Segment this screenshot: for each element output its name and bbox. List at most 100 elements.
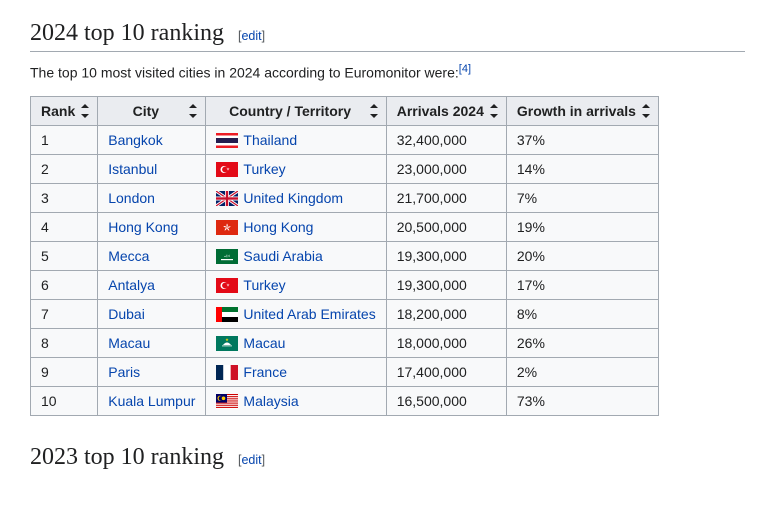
sort-icon bbox=[81, 104, 91, 118]
cell-arrivals: 17,400,000 bbox=[386, 357, 506, 386]
city-link[interactable]: Kuala Lumpur bbox=[108, 393, 195, 409]
cell-city: Mecca bbox=[98, 241, 206, 270]
cell-city: Macau bbox=[98, 328, 206, 357]
heading-title: 2024 top 10 ranking bbox=[30, 20, 224, 46]
cell-city: Kuala Lumpur bbox=[98, 386, 206, 415]
country-link[interactable]: Macau bbox=[243, 335, 285, 351]
city-link[interactable]: Istanbul bbox=[108, 161, 157, 177]
cell-city: Istanbul bbox=[98, 154, 206, 183]
cell-growth: 8% bbox=[506, 299, 658, 328]
flag-icon bbox=[216, 133, 238, 148]
city-link[interactable]: Dubai bbox=[108, 306, 145, 322]
cell-city: London bbox=[98, 183, 206, 212]
cell-rank: 1 bbox=[31, 125, 98, 154]
intro-paragraph: The top 10 most visited cities in 2024 a… bbox=[30, 60, 745, 84]
reference-link[interactable]: [4] bbox=[459, 63, 471, 75]
cell-arrivals: 18,200,000 bbox=[386, 299, 506, 328]
sort-icon bbox=[642, 104, 652, 118]
city-link[interactable]: Antalya bbox=[108, 277, 155, 293]
cell-growth: 7% bbox=[506, 183, 658, 212]
cell-arrivals: 19,300,000 bbox=[386, 241, 506, 270]
flag-icon bbox=[216, 278, 238, 293]
cell-arrivals: 23,000,000 bbox=[386, 154, 506, 183]
intro-text: The top 10 most visited cities in 2024 a… bbox=[30, 65, 459, 81]
table-header-row: Rank City Country / Territory Arrivals 2… bbox=[31, 96, 659, 125]
cell-growth: 73% bbox=[506, 386, 658, 415]
cell-arrivals: 20,500,000 bbox=[386, 212, 506, 241]
city-link[interactable]: Bangkok bbox=[108, 132, 162, 148]
ranking-table: Rank City Country / Territory Arrivals 2… bbox=[30, 96, 659, 416]
sort-icon bbox=[490, 104, 500, 118]
cell-country: Macau bbox=[206, 328, 386, 357]
table-row: 5 Mecca لا إلهSaudi Arabia 19,300,000 20… bbox=[31, 241, 659, 270]
city-link[interactable]: Paris bbox=[108, 364, 140, 380]
table-row: 9 Paris France 17,400,000 2% bbox=[31, 357, 659, 386]
cell-rank: 7 bbox=[31, 299, 98, 328]
heading-title: 2023 top 10 ranking bbox=[30, 444, 224, 470]
col-rank[interactable]: Rank bbox=[31, 96, 98, 125]
cell-growth: 37% bbox=[506, 125, 658, 154]
country-link[interactable]: Turkey bbox=[243, 161, 285, 177]
edit-link[interactable]: edit bbox=[241, 453, 261, 467]
table-row: 6 Antalya Turkey 19,300,000 17% bbox=[31, 270, 659, 299]
col-city[interactable]: City bbox=[98, 96, 206, 125]
flag-icon bbox=[216, 191, 238, 206]
country-link[interactable]: Hong Kong bbox=[243, 219, 313, 235]
cell-arrivals: 18,000,000 bbox=[386, 328, 506, 357]
cell-country: Turkey bbox=[206, 154, 386, 183]
cell-country: لا إله Saudi Arabia bbox=[206, 241, 386, 270]
edit-link[interactable]: edit bbox=[241, 29, 261, 43]
city-link[interactable]: Hong Kong bbox=[108, 219, 178, 235]
country-link[interactable]: Malaysia bbox=[243, 393, 298, 409]
cell-country: Turkey bbox=[206, 270, 386, 299]
cell-rank: 3 bbox=[31, 183, 98, 212]
cell-country: Thailand bbox=[206, 125, 386, 154]
city-link[interactable]: London bbox=[108, 190, 155, 206]
table-body: 1 Bangkok Thailand 32,400,000 37% 2 Ista… bbox=[31, 125, 659, 415]
cell-city: Paris bbox=[98, 357, 206, 386]
table-row: 2 Istanbul Turkey 23,000,000 14% bbox=[31, 154, 659, 183]
cell-country: United Arab Emirates bbox=[206, 299, 386, 328]
cell-rank: 6 bbox=[31, 270, 98, 299]
cell-growth: 2% bbox=[506, 357, 658, 386]
cell-arrivals: 16,500,000 bbox=[386, 386, 506, 415]
city-link[interactable]: Mecca bbox=[108, 248, 149, 264]
edit-section: [edit] bbox=[238, 29, 265, 43]
table-row: 4 Hong Kong Hong Kong 20,500,000 19% bbox=[31, 212, 659, 241]
cell-city: Hong Kong bbox=[98, 212, 206, 241]
cell-growth: 19% bbox=[506, 212, 658, 241]
cell-rank: 10 bbox=[31, 386, 98, 415]
cell-country: Malaysia bbox=[206, 386, 386, 415]
table-row: 10 Kuala Lumpur Malaysia 16,500,000 73% bbox=[31, 386, 659, 415]
sort-icon bbox=[370, 104, 380, 118]
flag-icon: لا إله bbox=[216, 249, 238, 264]
cell-growth: 14% bbox=[506, 154, 658, 183]
flag-icon bbox=[216, 394, 238, 409]
cell-city: Dubai bbox=[98, 299, 206, 328]
table-row: 7 Dubai United Arab Emirates 18,200,000 … bbox=[31, 299, 659, 328]
flag-icon bbox=[216, 307, 238, 322]
country-link[interactable]: Thailand bbox=[243, 132, 297, 148]
cell-rank: 8 bbox=[31, 328, 98, 357]
cell-arrivals: 19,300,000 bbox=[386, 270, 506, 299]
city-link[interactable]: Macau bbox=[108, 335, 150, 351]
cell-growth: 26% bbox=[506, 328, 658, 357]
flag-icon bbox=[216, 162, 238, 177]
cell-rank: 4 bbox=[31, 212, 98, 241]
country-link[interactable]: Turkey bbox=[243, 277, 285, 293]
country-link[interactable]: United Kingdom bbox=[243, 190, 343, 206]
country-link[interactable]: France bbox=[243, 364, 287, 380]
col-growth[interactable]: Growth in arrivals bbox=[506, 96, 658, 125]
flag-icon bbox=[216, 220, 238, 235]
cell-arrivals: 21,700,000 bbox=[386, 183, 506, 212]
cell-growth: 17% bbox=[506, 270, 658, 299]
col-arrivals[interactable]: Arrivals 2024 bbox=[386, 96, 506, 125]
col-country[interactable]: Country / Territory bbox=[206, 96, 386, 125]
section-heading-2023: 2023 top 10 ranking [edit] bbox=[30, 444, 745, 475]
cell-growth: 20% bbox=[506, 241, 658, 270]
cell-rank: 9 bbox=[31, 357, 98, 386]
flag-icon bbox=[216, 336, 238, 351]
cell-arrivals: 32,400,000 bbox=[386, 125, 506, 154]
country-link[interactable]: Saudi Arabia bbox=[243, 248, 322, 264]
country-link[interactable]: United Arab Emirates bbox=[243, 306, 375, 322]
